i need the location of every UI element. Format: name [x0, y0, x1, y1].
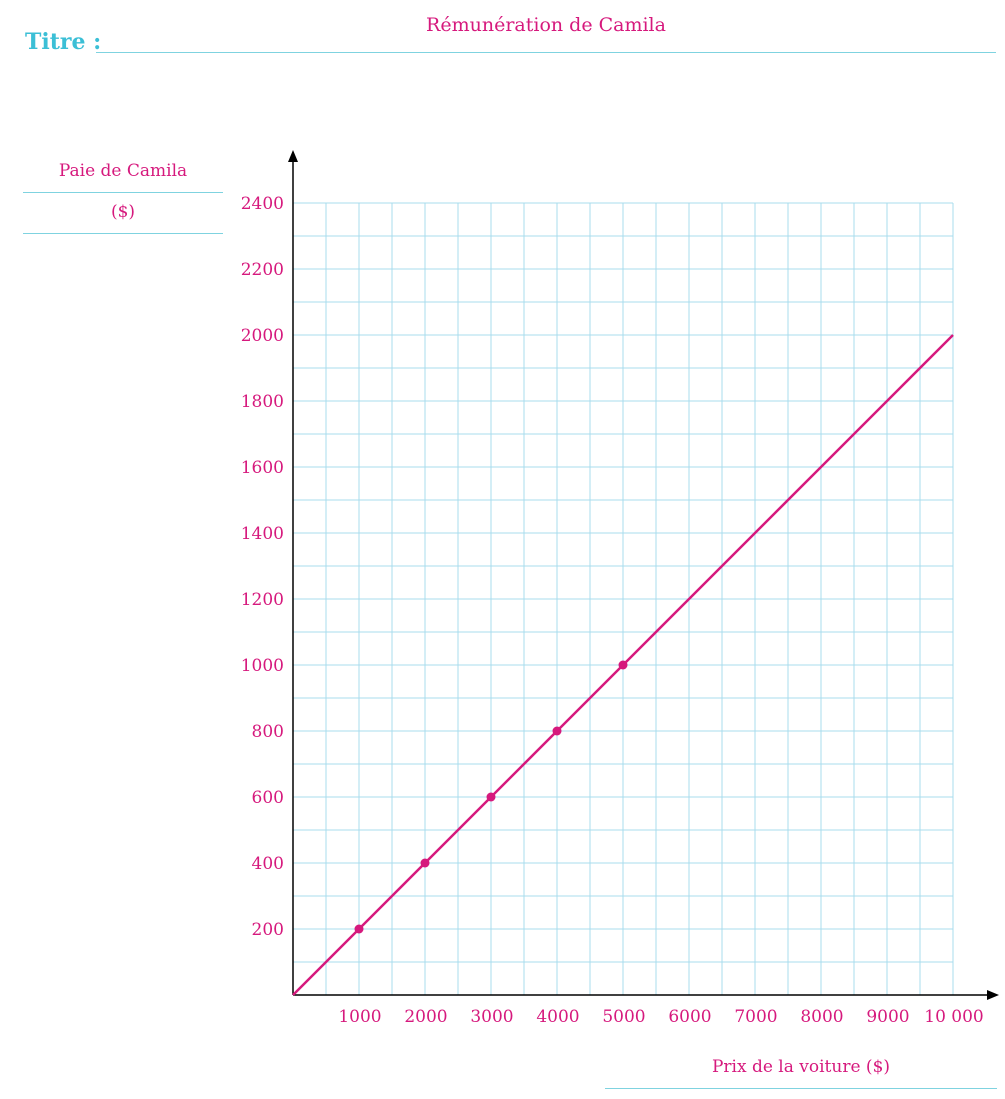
y-tick-label: 2000 [241, 326, 284, 346]
title-label: Titre : [25, 29, 102, 55]
y-tick-label: 600 [252, 788, 284, 808]
y-tick-label: 2400 [241, 194, 284, 214]
y-tick-label: 2200 [241, 260, 284, 280]
y-tick-label: 200 [252, 920, 284, 940]
y-tick-label: 1600 [241, 458, 284, 478]
data-point [354, 924, 364, 934]
y-axis-label-line-1: Paie de Camila [58, 161, 188, 181]
x-tick-label: 5000 [602, 1007, 645, 1027]
y-axis-label-divider [23, 192, 223, 193]
series [292, 334, 954, 996]
y-tick-label: 1000 [241, 656, 284, 676]
x-tick-label: 3000 [470, 1007, 513, 1027]
grid [293, 202, 954, 995]
x-tick-label: 7000 [734, 1007, 777, 1027]
data-point [552, 726, 562, 736]
y-tick-label: 1400 [241, 524, 284, 544]
title-underline [96, 52, 996, 53]
axes [288, 150, 999, 1000]
x-axis-label: Prix de la voiture ($) [605, 1052, 997, 1089]
x-tick-label: 1000 [338, 1007, 381, 1027]
data-point [618, 660, 628, 670]
y-tick-label: 1800 [241, 392, 284, 412]
data-point [420, 858, 430, 868]
y-axis-label: Paie de Camila ($) [23, 156, 223, 234]
y-tick-label: 400 [252, 854, 284, 874]
y-tick-label: 800 [252, 722, 284, 742]
y-axis-arrow [288, 150, 298, 162]
y-axis-label-underline [23, 233, 223, 234]
x-tick-label: 10 000 [924, 1007, 983, 1027]
x-axis-label-text: Prix de la voiture ($) [711, 1057, 891, 1077]
x-tick-label: 2000 [404, 1007, 447, 1027]
x-axis-label-underline [605, 1088, 997, 1089]
x-tick-label: 8000 [800, 1007, 843, 1027]
chart-title: Rémunération de Camila [426, 14, 666, 36]
x-tick-label: 6000 [668, 1007, 711, 1027]
x-axis-arrow [987, 990, 999, 1000]
x-tick-label: 9000 [866, 1007, 909, 1027]
y-tick-label: 1200 [241, 590, 284, 610]
x-tick-label: 4000 [536, 1007, 579, 1027]
tick-labels: 1000 2000 3000 4000 5000 6000 7000 8000 9000 10 0… [241, 194, 984, 1027]
y-axis-label-line-2: ($) [110, 202, 136, 222]
data-point [486, 792, 496, 802]
